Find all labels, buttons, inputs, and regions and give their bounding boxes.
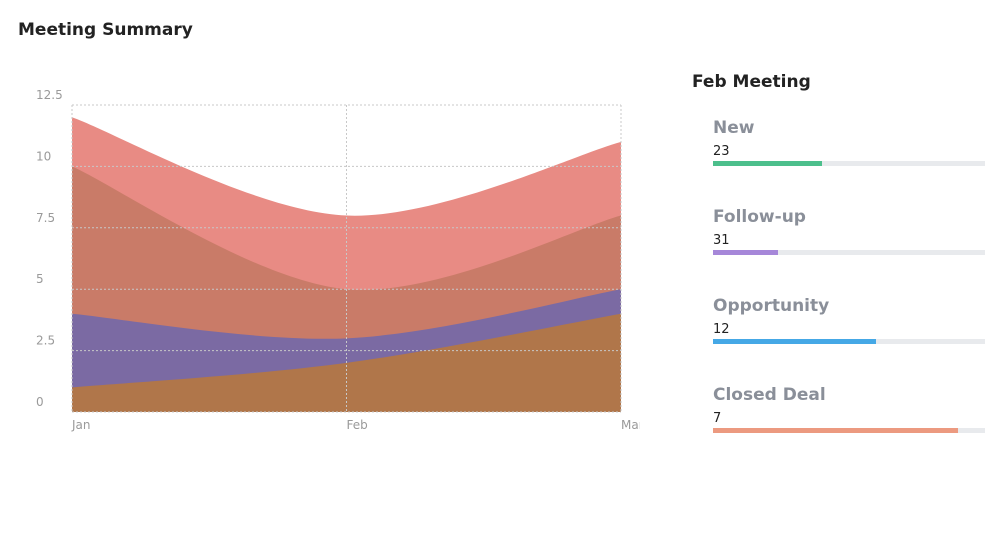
side-panel: Feb Meeting New 23 Follow-up 31 Opportunity 1… [692,72,992,474]
x-tick-label: Jan [71,418,91,432]
y-tick-label: 10 [36,149,51,163]
metric-value: 31 [713,233,730,248]
y-tick-label: 2.5 [36,334,55,348]
progress-track [713,339,985,344]
panel-title: Feb Meeting [692,72,811,92]
metric-label: Closed Deal [713,385,826,405]
progress-bar [713,339,877,344]
progress-track [713,161,985,166]
progress-track [713,250,985,255]
metric-value: 23 [713,144,730,159]
metric-item: Closed Deal 7 [713,385,992,474]
progress-bar [713,161,822,166]
progress-bar [713,428,958,433]
x-tick-label: Feb [347,418,368,432]
metric-label: New [713,118,755,138]
chart: 0 2.5 5 7.5 10 12.5 Jan Feb Mar [36,88,640,432]
y-tick-label: 12.5 [36,88,63,102]
metric-value: 7 [713,411,722,426]
metric-value: 12 [713,322,730,337]
metric-item: Opportunity 12 [713,296,992,385]
metric-label: Opportunity [713,296,830,316]
metric-label: Follow-up [713,207,806,227]
y-tick-label: 0 [36,395,44,409]
x-tick-label: Mar [621,418,640,432]
progress-track [713,428,985,433]
progress-bar [713,250,779,255]
metric-item: New 23 [713,118,992,207]
y-tick-label: 5 [36,272,44,286]
y-tick-label: 7.5 [36,211,55,225]
metric-item: Follow-up 31 [713,207,992,296]
widget-title: Meeting Summary [18,20,193,40]
